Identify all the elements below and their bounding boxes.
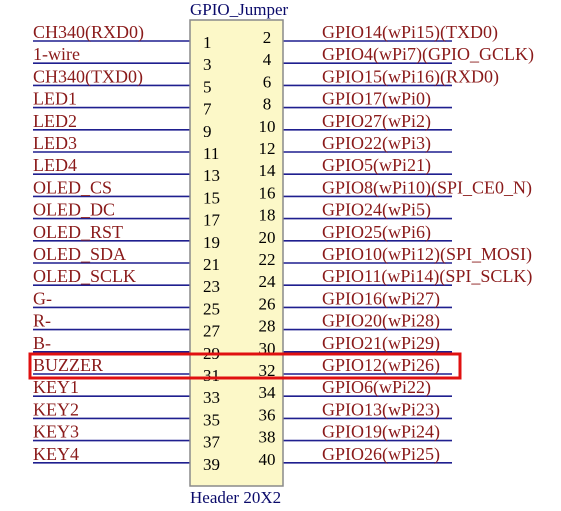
pin-number-even: 24 xyxy=(259,272,277,291)
pin-number-even: 12 xyxy=(259,139,276,158)
net-label-right: GPIO15(wPi16)(RXD0) xyxy=(322,66,499,87)
net-label-right: GPIO19(wPi24) xyxy=(322,422,440,443)
pin-number-odd: 31 xyxy=(203,366,220,385)
net-label-right: GPIO21(wPi29) xyxy=(322,333,440,354)
pin-number-even: 20 xyxy=(259,228,276,247)
pin-number-odd: 3 xyxy=(203,55,212,74)
pin-number-odd: 37 xyxy=(203,433,221,452)
pin-number-even: 6 xyxy=(263,72,272,91)
pin-number-even: 40 xyxy=(259,450,276,469)
net-label-left: 1-wire xyxy=(33,44,80,64)
net-label-left: KEY4 xyxy=(33,444,79,464)
pin-number-even: 32 xyxy=(259,361,276,380)
net-label-right: GPIO22(wPi3) xyxy=(322,133,431,154)
net-label-left: R- xyxy=(33,311,51,331)
net-label-left: B- xyxy=(33,333,51,353)
pin-number-odd: 11 xyxy=(203,144,219,163)
net-label-left: OLED_CS xyxy=(33,177,112,197)
pin-number-odd: 19 xyxy=(203,233,220,252)
header-body xyxy=(189,19,284,487)
pin-number-even: 22 xyxy=(259,250,276,269)
pin-number-odd: 9 xyxy=(203,122,212,141)
net-label-left: BUZZER xyxy=(33,355,103,375)
net-label-left: KEY3 xyxy=(33,422,79,442)
pin-number-odd: 5 xyxy=(203,77,212,96)
net-label-right: GPIO6(wPi22) xyxy=(322,377,431,398)
net-label-right: GPIO5(wPi21) xyxy=(322,155,431,176)
net-label-right: GPIO20(wPi28) xyxy=(322,311,440,332)
pin-number-even: 2 xyxy=(263,28,272,47)
net-label-right: GPIO12(wPi26) xyxy=(322,355,440,376)
pin-number-odd: 17 xyxy=(203,211,221,230)
net-label-right: GPIO17(wPi0) xyxy=(322,89,431,110)
net-label-right: GPIO26(wPi25) xyxy=(322,444,440,465)
pin-number-odd: 39 xyxy=(203,455,220,474)
net-label-left: LED3 xyxy=(33,133,77,153)
pin-number-even: 28 xyxy=(259,317,276,336)
net-label-right: GPIO4(wPi7)(GPIO_GCLK) xyxy=(322,44,534,65)
pin-number-odd: 33 xyxy=(203,388,220,407)
pin-number-odd: 15 xyxy=(203,188,220,207)
net-label-left: KEY2 xyxy=(33,399,79,419)
pin-number-odd: 35 xyxy=(203,410,220,429)
pin-number-even: 10 xyxy=(259,117,276,136)
pin-number-odd: 21 xyxy=(203,255,220,274)
net-label-left: CH340(TXD0) xyxy=(33,66,143,87)
net-label-left: OLED_DC xyxy=(33,200,115,220)
pin-number-odd: 7 xyxy=(203,100,212,119)
pin-number-odd: 13 xyxy=(203,166,220,185)
net-label-left: OLED_SDA xyxy=(33,244,126,264)
component-designator: GPIO_Jumper xyxy=(190,0,289,19)
pin-number-odd: 1 xyxy=(203,33,212,52)
pin-number-even: 18 xyxy=(259,206,276,225)
wire-group xyxy=(33,40,452,464)
pin-number-even: 16 xyxy=(259,183,276,202)
pin-number-odd: 23 xyxy=(203,277,220,296)
pin-number-even: 8 xyxy=(263,95,272,114)
net-label-left: OLED_RST xyxy=(33,222,123,242)
pin-number-odd: 25 xyxy=(203,299,220,318)
net-label-right: GPIO8(wPi10)(SPI_CE0_N) xyxy=(322,177,532,198)
net-label-left: LED4 xyxy=(33,155,77,175)
net-label-left: G- xyxy=(33,288,52,308)
net-label-right: GPIO11(wPi14)(SPI_SCLK) xyxy=(322,266,532,287)
net-label-right: GPIO25(wPi6) xyxy=(322,222,431,243)
pin-number-even: 26 xyxy=(259,294,276,313)
pin-number-even: 38 xyxy=(259,428,276,447)
pin-number-even: 14 xyxy=(259,161,277,180)
highlight-box xyxy=(28,352,462,380)
pin-number-odd: 27 xyxy=(203,322,221,341)
pin-number-even: 36 xyxy=(259,405,276,424)
pin-number-even: 34 xyxy=(259,383,277,402)
net-label-right: GPIO14(wPi15)(TXD0) xyxy=(322,22,498,43)
net-label-left: KEY1 xyxy=(33,377,79,397)
net-label-right: GPIO13(wPi23) xyxy=(322,399,440,420)
net-label-left: OLED_SCLK xyxy=(33,266,136,286)
pin-number-even: 4 xyxy=(263,50,272,69)
net-label-left: LED2 xyxy=(33,111,77,131)
net-label-left: CH340(RXD0) xyxy=(33,22,144,43)
net-label-right: GPIO16(wPi27) xyxy=(322,288,440,309)
net-label-right: GPIO24(wPi5) xyxy=(322,200,431,221)
net-label-left: LED1 xyxy=(33,89,77,109)
net-label-group: CH340(RXD0) GPIO14(wPi15)(TXD0) 1-wire GPIO… xyxy=(33,22,534,465)
net-label-right: GPIO10(wPi12)(SPI_MOSI) xyxy=(322,244,532,265)
component-part-name: Header 20X2 xyxy=(190,488,281,507)
net-label-right: GPIO27(wPi2) xyxy=(322,111,431,132)
